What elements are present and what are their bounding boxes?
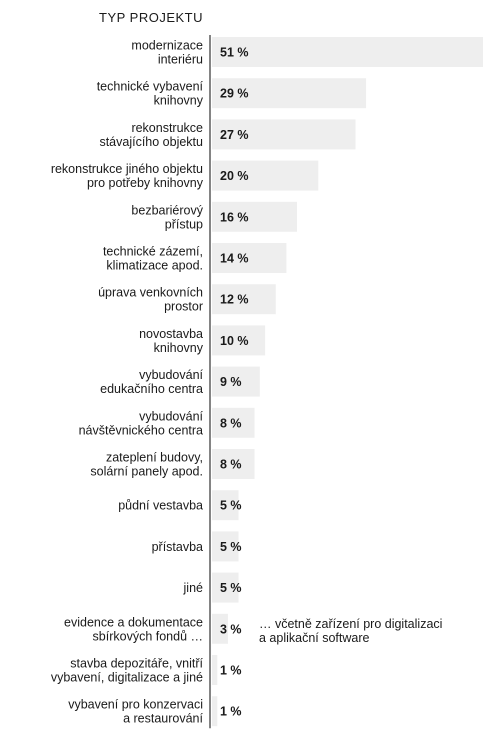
category-label-line: návštěvnického centra: [79, 423, 203, 437]
value-label-15: 1 %: [220, 664, 242, 678]
category-label-line: vybavení, digitalizace a jiné: [51, 671, 203, 685]
category-label-7: novostavba knihovny: [139, 327, 204, 355]
category-label-8: vybudování edukačního centra: [100, 368, 203, 396]
category-label-line: modernizace: [131, 39, 203, 53]
category-label-14: evidence a dokumentace sbírkových fondů …: [64, 615, 203, 643]
category-label-1: technické vybavení knihovny: [97, 80, 204, 108]
value-label-3: 20 %: [220, 169, 249, 183]
category-label-2: rekonstrukce stávajícího objektu: [99, 121, 203, 149]
category-label-line: klimatizace apod.: [106, 259, 203, 273]
value-label-11: 5 %: [220, 499, 242, 513]
value-label-8: 9 %: [220, 375, 242, 389]
category-label-10: zateplení budovy, solární panely apod.: [90, 451, 203, 479]
category-label-line: bezbariérový: [131, 203, 203, 217]
category-label-line: pro potřeby knihovny: [87, 176, 204, 190]
bar-5: [212, 243, 287, 273]
category-label-line: a restaurování: [123, 712, 203, 726]
category-label-line: rekonstrukce jiného objektu: [51, 162, 203, 176]
value-label-12: 5 %: [220, 540, 242, 554]
category-label-15: stavba depozitáře, vnitří vybavení, digit…: [51, 657, 204, 685]
bar-0: [212, 37, 483, 67]
category-label-3: rekonstrukce jiného objektu pro potřeby k…: [51, 162, 204, 190]
bar-3: [212, 160, 319, 191]
category-label-5: technické zázemí, klimatizace apod.: [103, 245, 203, 273]
bar-7: [212, 325, 266, 356]
value-label-2: 27 %: [220, 128, 249, 142]
category-label-11: půdní vestavba: [118, 499, 203, 513]
value-label-9: 8 %: [220, 416, 242, 430]
bar-11: [212, 490, 239, 521]
category-label-16: vybavení pro konzervaci a restaurování: [68, 698, 203, 726]
bar-8: [212, 366, 260, 397]
bar-4: [212, 201, 298, 232]
category-label-line: úprava venkovních: [98, 286, 203, 300]
bar-16: [212, 696, 218, 727]
category-label-line: přístup: [165, 217, 203, 231]
category-label-line: novostavba: [139, 327, 203, 341]
category-label-line: technické zázemí,: [103, 245, 203, 259]
category-label-line: interiéru: [158, 53, 203, 67]
category-label-line: jiné: [183, 581, 204, 595]
category-label-line: vybudování: [139, 409, 203, 423]
value-label-16: 1 %: [220, 705, 242, 719]
category-label-line: knihovny: [154, 341, 204, 355]
category-label-line: prostor: [164, 300, 203, 314]
bar-2: [212, 119, 356, 150]
category-label-line: zateplení budovy,: [106, 451, 203, 465]
category-label-line: edukačního centra: [100, 382, 203, 396]
category-label-line: sbírkových fondů …: [93, 629, 203, 643]
bar-14: [212, 613, 228, 644]
value-label-4: 16 %: [220, 210, 249, 224]
annotation-line: … včetně zařízení pro digitalizaci: [259, 617, 442, 631]
bar-9: [212, 407, 255, 438]
bar-15: [212, 655, 218, 685]
category-label-line: rekonstrukce: [131, 121, 203, 135]
category-label-4: bezbariérový přístup: [131, 203, 203, 231]
bar-10: [212, 449, 255, 479]
category-label-line: stavba depozitáře, vnitří: [70, 657, 203, 671]
category-label-12: přístavba: [152, 540, 203, 554]
value-label-7: 10 %: [220, 334, 249, 348]
category-label-line: půdní vestavba: [118, 499, 203, 513]
annotation-0: … včetně zařízení pro digitalizaci a apli…: [259, 617, 442, 645]
bar-6: [212, 284, 276, 315]
category-label-0: modernizace interiéru: [131, 39, 203, 67]
bar-12: [212, 531, 239, 562]
category-label-9: vybudování návštěvnického centra: [79, 409, 204, 437]
category-label-6: úprava venkovních prostor: [98, 286, 203, 314]
value-label-5: 14 %: [220, 252, 249, 266]
category-label-line: solární panely apod.: [90, 465, 203, 479]
annotation-line: a aplikační software: [259, 631, 370, 645]
category-label-line: vybudování: [139, 368, 203, 382]
category-label-13: jiné: [183, 581, 204, 595]
value-label-10: 8 %: [220, 458, 242, 472]
category-label-line: vybavení pro konzervaci: [68, 698, 203, 712]
category-label-line: knihovny: [154, 94, 204, 108]
category-label-line: evidence a dokumentace: [64, 615, 203, 629]
value-label-14: 3 %: [220, 622, 242, 636]
value-label-0: 51 %: [220, 46, 249, 60]
category-label-line: technické vybavení: [97, 80, 204, 94]
bar-13: [212, 572, 239, 603]
value-label-1: 29 %: [220, 87, 249, 101]
category-label-line: stávajícího objektu: [99, 135, 203, 149]
chart-title: TYP PROJEKTU: [99, 10, 204, 25]
value-label-6: 12 %: [220, 293, 249, 307]
category-label-line: přístavba: [152, 540, 203, 554]
bar-1: [212, 78, 367, 109]
value-label-13: 5 %: [220, 581, 242, 595]
